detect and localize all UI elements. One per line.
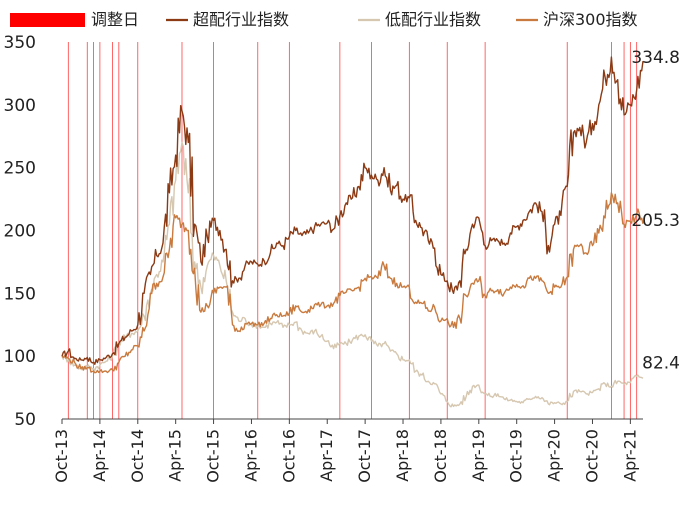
y-tick-label-50: 50 bbox=[14, 410, 36, 430]
x-tick-label-10: Apr-18 bbox=[393, 429, 412, 482]
legend-label-3: 沪深300指数 bbox=[543, 10, 638, 29]
x-tick-label-8: Apr-17 bbox=[317, 429, 336, 482]
y-tick-label-350: 350 bbox=[4, 33, 36, 53]
y-tick-label-200: 200 bbox=[4, 222, 36, 242]
end-value-label-1: 334.8 bbox=[631, 48, 680, 68]
x-tick-label-7: Oct-16 bbox=[279, 429, 298, 483]
x-tick-label-13: Oct-19 bbox=[507, 429, 526, 483]
end-labels: 334.8 82.4 205.3 bbox=[631, 48, 680, 373]
legend-swatch-adjustment-day bbox=[10, 13, 85, 27]
legend-label-1: 超配行业指数 bbox=[193, 10, 289, 29]
y-tick-label-150: 150 bbox=[4, 284, 36, 304]
adjustment-day-lines bbox=[67, 42, 638, 419]
series-line-3 bbox=[61, 192, 644, 374]
y-tick-label-250: 250 bbox=[4, 159, 36, 179]
x-tick-label-11: Oct-18 bbox=[431, 429, 450, 483]
x-tick-label-3: Oct-14 bbox=[128, 429, 147, 483]
x-tick-label-4: Apr-15 bbox=[166, 429, 185, 482]
x-tick-label-12: Apr-19 bbox=[469, 429, 488, 482]
series-layer bbox=[61, 56, 644, 408]
end-value-label-3: 205.3 bbox=[631, 211, 680, 231]
x-tick-label-14: Apr-20 bbox=[545, 429, 564, 482]
x-tick-label-1: Oct-13 bbox=[52, 429, 71, 483]
series-line-2 bbox=[61, 141, 644, 408]
legend: 调整日 超配行业指数 低配行业指数 沪深300指数 bbox=[10, 10, 638, 29]
y-tick-label-100: 100 bbox=[4, 347, 36, 367]
x-tick-label-16: Apr-21 bbox=[620, 429, 639, 482]
end-value-label-2: 82.4 bbox=[642, 353, 680, 373]
series-line-1 bbox=[61, 56, 644, 365]
x-tick-label-6: Apr-16 bbox=[241, 429, 260, 482]
legend-label-2: 低配行业指数 bbox=[385, 10, 481, 29]
x-tick-label-9: Oct-17 bbox=[355, 429, 374, 483]
x-tick-label-15: Oct-20 bbox=[582, 429, 601, 483]
legend-label-adjustment-day: 调整日 bbox=[91, 10, 139, 29]
axes: 50 100 150 200 250 300 350 Oct-13 Apr-14 Oct-14 Ap… bbox=[4, 33, 643, 483]
x-tick-label-5: Oct-15 bbox=[204, 429, 223, 483]
x-tick-label-2: Apr-14 bbox=[90, 429, 109, 482]
y-tick-label-300: 300 bbox=[4, 96, 36, 116]
